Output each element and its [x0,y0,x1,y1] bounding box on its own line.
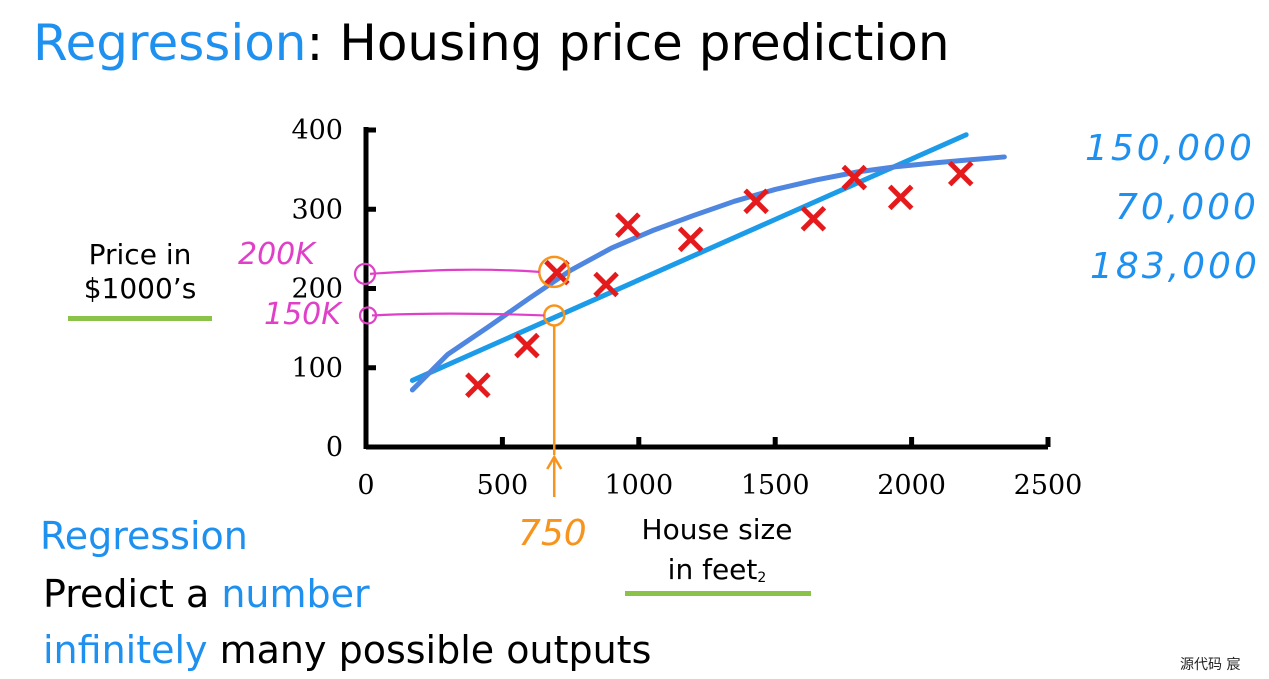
orange-up-arrow [546,454,563,497]
x-tick-label: 2500 [1014,470,1083,501]
data-point-marker [887,184,914,211]
data-point-marker [677,226,704,253]
y-axis-label-line2: $1000’s [83,272,197,305]
chart-tick-labels: 0 500 1000 1500 2000 2500 0 100 200 300 400 [291,115,1082,501]
x-axis-label-line2: in feet2 [616,550,818,590]
y-axis-label-line1: Price in [88,238,192,271]
data-point-marker [514,332,540,359]
magenta-circle-150k [358,306,378,325]
y-tick-label: 400 [291,115,343,146]
y-tick-label: 300 [291,194,343,225]
watermark: 源代码 宸 [1180,657,1241,673]
chart-axes [363,127,1051,450]
y-tick-label: 100 [291,353,343,384]
infinitely-line: infinitely many possible outputs [43,628,651,672]
curve-fit-line [409,154,1007,393]
side-handwritten-values: 150,000 70,000 183,000 [1085,128,1260,287]
regression-heading: Regression [40,514,248,558]
x-axis-label: House size in feet2 [616,510,818,590]
data-point-marker [465,372,491,398]
data-point-marker [593,271,619,298]
x-axis-label-units: in feet [667,553,758,586]
magenta-line-200k [369,268,540,275]
x-tick-label: 500 [477,470,529,501]
x-axis-label-line1: House size [641,513,793,546]
y-tick-label: 0 [326,432,343,463]
data-point-marker [544,259,570,286]
side-value: 183,000 [1090,246,1260,287]
chart-data-points [465,160,974,398]
label-750: 750 [518,513,587,554]
linear-fit-line [409,132,969,383]
side-value: 70,000 [1115,187,1259,228]
y-tick-label: 200 [291,274,343,305]
y-label-underline [68,316,212,321]
magenta-line-150k [371,312,545,317]
predict-prefix: Predict a [43,572,222,616]
x-tick-label: 1000 [604,470,673,501]
side-value: 150,000 [1085,128,1255,169]
infinitely-rest: many possible outputs [207,628,652,672]
title-rest: : Housing price prediction [306,14,950,72]
data-point-marker [947,160,974,187]
x-label-underline [625,591,811,596]
x-tick-label: 2000 [877,470,946,501]
infinitely-highlight: infinitely [43,628,208,672]
data-point-marker [800,205,827,232]
predict-line: Predict a number [43,572,370,616]
label-150k: 150K [264,297,343,332]
label-200k: 200K [238,237,317,272]
predict-highlight: number [221,572,370,616]
data-point-marker [615,212,641,238]
chart-annotations: 750 200K 150K [238,237,587,554]
data-point-marker [841,164,868,191]
slide-title: Regression: Housing price prediction [33,14,950,72]
x-axis-label-superscript: 2 [757,570,767,586]
x-tick-label: 0 [357,470,374,501]
x-tick-label: 1500 [741,470,810,501]
chart-fit-lines [409,132,1007,393]
magenta-circle-200k [353,262,377,285]
title-highlight: Regression [33,14,307,72]
data-point-marker [743,188,769,215]
y-axis-label: Price in $1000’s [60,238,220,306]
